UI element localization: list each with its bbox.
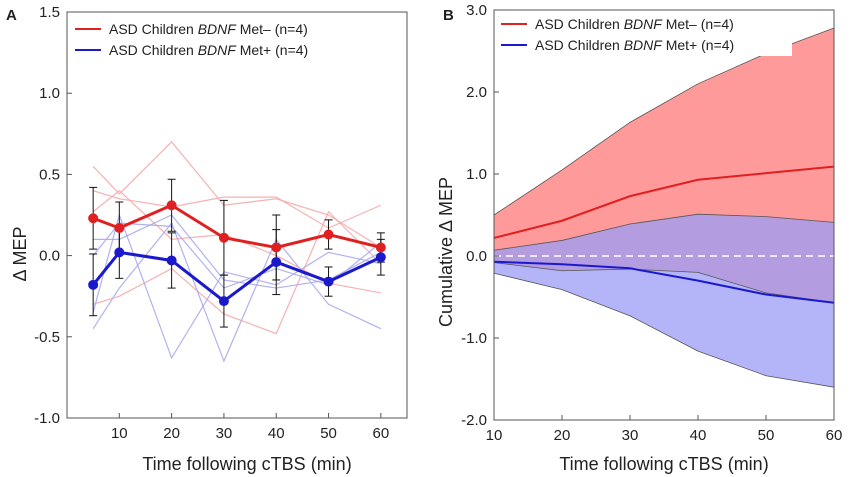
panel-a-x-tick-label: 50 [320,425,337,442]
panel-a-legend-box [71,17,371,61]
panel-b-x-axis-label: Time following cTBS (min) [559,454,768,474]
panel-a-legend-entry-1: ASD Children BDNF Met+ (n=4) [109,42,308,58]
panel-b-mean-line-1 [493,260,835,304]
panel-a-y-tick-label: 1.0 [39,85,60,102]
panel-a-x-tick-label: 10 [111,425,128,442]
panel-a-x-tick-label: 20 [163,425,180,442]
panel-a-mean-point [375,242,386,253]
panel-a-y-tick-label: 0.5 [39,166,60,183]
panel-b-legend-entry-0: ASD Children BDNF Met– (n=4) [535,16,734,32]
panel-b-x-tick-label: 60 [826,427,843,444]
panel-a-mean-point [375,252,386,263]
panel-a-individual-line-1 [92,190,382,229]
panel-b: B 10 20 30 40 50 60 -2.0 -1.0 0.0 1.0 2.0 3.0 ASD Ch… [436,2,842,474]
panel-a-mean-point [271,242,282,253]
panel-a-y-tick-label: -1.0 [34,410,60,427]
panel-a-mean-point [88,213,99,224]
panel-b-band-lower-edge-0 [493,262,835,304]
panel-b-y-axis-label: Cumulative Δ MEP [436,177,456,327]
panel-b-mean-line-0 [493,165,835,239]
panel-a-mean-point [323,229,334,240]
panel-b-y-tick-label: -2.0 [461,412,487,429]
panel-b-letter: B [443,7,454,24]
panel-b-band-1 [494,214,834,388]
panel-a-plot-area: 10 20 30 40 50 60 -1.0 -0.5 0.0 0.5 1.0 1.5 ASD Chil… [34,4,408,442]
panel-a-individual-line-2 [92,210,382,335]
panel-a-letter: A [6,7,17,24]
panel-a-mean-point [114,247,125,258]
panel-b-y-tick-label: 0.0 [466,248,487,265]
panel-a-mean-point [218,296,229,307]
panel-b-y-tick-label: 2.0 [466,84,487,101]
panel-b-y-tick-label: 3.0 [466,2,487,19]
panel-a: A 10 20 30 40 50 60 -1.0 -0.5 0.0 0.5 1.0 1.5 ASD Ch… [6,4,408,474]
panel-a-mean-line-0 [92,203,382,250]
panel-a-axes-frame [66,11,408,419]
panel-a-mean-point [88,279,99,290]
panel-a-x-tick-label: 30 [216,425,233,442]
panel-a-mean-point [166,200,177,211]
panel-b-x-tick-label: 20 [554,427,571,444]
panel-b-band-lower-edge-1 [493,272,835,388]
panel-a-y-tick-label: 1.5 [39,4,60,21]
panel-a-mean-point [114,222,125,233]
panel-a-mean-point [166,255,177,266]
panel-b-band-upper-edge-1 [493,213,835,251]
panel-b-legend-box [497,12,792,56]
panel-b-legend-entry-1: ASD Children BDNF Met+ (n=4) [535,37,734,53]
panel-a-y-tick-label: -0.5 [34,329,60,346]
panel-a-mean-point [271,257,282,268]
panel-a-mean-point [323,276,334,287]
panel-b-x-tick-label: 40 [690,427,707,444]
panel-b-x-tick-label: 30 [622,427,639,444]
panel-b-plot-area: 10 20 30 40 50 60 -2.0 -1.0 0.0 1.0 2.0 3.0 ASD Chil… [461,2,842,444]
panel-b-x-tick-label: 50 [758,427,775,444]
panel-a-mean-point [218,232,229,243]
panel-a-individual-line-4 [92,221,382,363]
panel-a-x-tick-label: 60 [373,425,390,442]
panel-a-x-tick-label: 40 [268,425,285,442]
panel-a-legend-entry-0: ASD Children BDNF Met– (n=4) [109,21,308,37]
panel-b-y-tick-label: 1.0 [466,166,487,183]
panel-b-y-tick-label: -1.0 [461,330,487,347]
panel-a-mean-line-1 [91,250,382,303]
panel-a-x-axis-label: Time following cTBS (min) [142,454,351,474]
panel-b-x-tick-label: 10 [486,427,503,444]
panel-a-y-axis-label: Δ MEP [10,226,30,281]
panel-a-y-tick-label: 0.0 [39,248,60,265]
panel-b-axes-frame [493,9,835,421]
